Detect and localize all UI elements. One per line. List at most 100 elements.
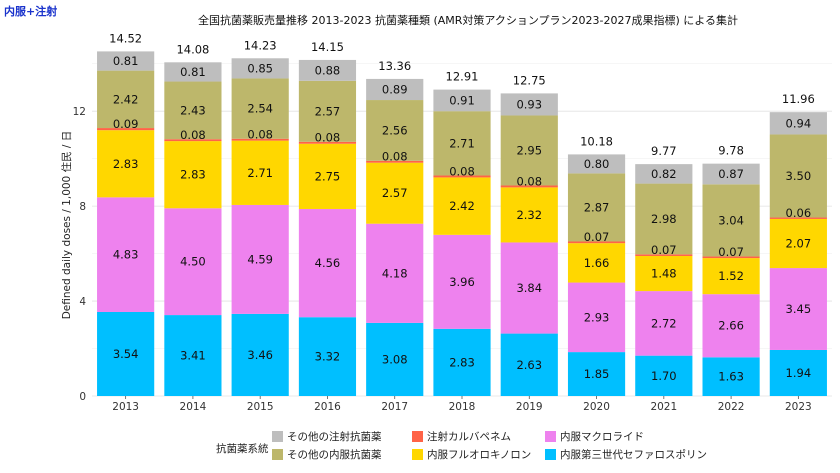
legend-label: その他の内服抗菌薬: [287, 448, 382, 461]
bar-segment: [769, 349, 827, 396]
segment-value-label: 0.85: [247, 61, 273, 75]
bar-segment: [769, 218, 827, 269]
bar-segment: [298, 80, 357, 142]
segment-value-label: 0.06: [786, 206, 812, 220]
bar-segment: [635, 255, 693, 292]
segment-value-label: 0.07: [651, 243, 677, 257]
bar-segment: [500, 187, 558, 243]
segment-value-label: 0.93: [516, 97, 542, 111]
x-tick-label: 2016: [314, 401, 341, 413]
legend-label: 内服マクロライド: [560, 430, 644, 443]
x-tick-label: 2022: [718, 401, 745, 413]
bar-segment: [231, 204, 289, 314]
total-value-label: 9.77: [651, 144, 677, 158]
bar-segment: [433, 177, 491, 235]
segment-value-label: 0.80: [584, 157, 610, 171]
segment-value-label: 2.71: [449, 136, 475, 150]
bar-segment: [567, 282, 626, 353]
segment-value-label: 0.08: [516, 174, 542, 188]
bar-segment: [366, 78, 424, 101]
legend-label: 注射カルバペネム: [427, 430, 511, 443]
corner-label: 内服+注射: [4, 5, 58, 18]
y-tick-label: 12: [73, 106, 86, 118]
bar-segment: [635, 254, 693, 256]
y-tick-label: 0: [79, 391, 86, 403]
x-tick-label: 2014: [180, 401, 207, 413]
segment-value-label: 0.08: [247, 128, 273, 142]
segment-value-label: 2.98: [651, 212, 677, 226]
bar-segment: [231, 138, 289, 141]
bar-segment: [298, 317, 357, 396]
bar-segment: [164, 139, 222, 142]
bars: 3.54 4.83 2.83 0.09 2.42 0.81 14.52 3.41 4.50 2.8…: [97, 31, 827, 396]
bar-segment: [567, 243, 626, 283]
segment-value-label: 2.72: [651, 316, 677, 330]
x-tick-label: 2023: [785, 401, 812, 413]
bar-segment: [702, 256, 760, 259]
segment-value-label: 2.83: [449, 355, 475, 369]
bar-segment: [769, 112, 827, 135]
bar-segment: [231, 313, 289, 396]
total-value-label: 11.96: [782, 92, 815, 106]
bar-segment: [500, 333, 558, 396]
segment-value-label: 1.48: [651, 267, 677, 281]
segment-value-label: 4.56: [315, 256, 341, 270]
chart-title: 全国抗菌薬販売量推移 2013-2023 抗菌薬種類 (AMR対策アクションプラ…: [198, 13, 738, 27]
x-tick-label: 2019: [516, 401, 543, 413]
bar-segment: [769, 217, 827, 219]
segment-value-label: 1.94: [786, 366, 812, 380]
bar-segment: [433, 175, 491, 178]
segment-value-label: 0.94: [786, 116, 812, 130]
x-tick-label: 2020: [583, 401, 610, 413]
bar-segment: [433, 234, 491, 329]
segment-value-label: 2.83: [113, 157, 139, 171]
bar-segment: [500, 115, 558, 186]
segment-value-label: 2.95: [516, 143, 542, 157]
total-value-label: 12.91: [446, 70, 479, 84]
segment-value-label: 1.52: [718, 269, 744, 283]
segment-value-label: 1.63: [718, 370, 744, 384]
bar-segment: [500, 93, 558, 116]
bar-segment: [97, 128, 155, 131]
y-tick-label: 8: [79, 201, 86, 213]
bar-segment: [97, 197, 155, 312]
bar-segment: [567, 154, 626, 174]
x-tick-label: 2013: [112, 401, 139, 413]
bar-segment: [164, 81, 222, 140]
bar-segment: [97, 70, 155, 129]
bar-segment: [433, 89, 491, 112]
segment-value-label: 3.50: [786, 169, 812, 183]
segment-value-label: 2.57: [315, 104, 341, 118]
bar-segment: [567, 173, 626, 242]
segment-value-label: 0.08: [315, 131, 341, 145]
segment-value-label: 0.81: [180, 65, 206, 79]
legend-item: その他の注射抗菌薬: [272, 430, 382, 443]
segment-value-label: 4.50: [180, 255, 206, 269]
legend-label: その他の注射抗菌薬: [287, 430, 382, 443]
segment-value-label: 4.59: [247, 252, 273, 266]
legend-swatch: [412, 449, 423, 460]
bar-segment: [433, 111, 491, 176]
legend-item: その他の内服抗菌薬: [272, 448, 382, 461]
segment-value-label: 2.07: [786, 237, 812, 251]
segment-value-label: 0.09: [113, 117, 139, 131]
segment-value-label: 4.83: [113, 248, 139, 262]
segment-value-label: 3.84: [516, 281, 542, 295]
bar-segment: [366, 100, 424, 161]
legend-item: 内服第三世代セファロスポリン: [545, 448, 707, 461]
segment-value-label: 2.66: [718, 319, 744, 333]
y-axis-label: Defined daily doses / 1,000 住民 / 日: [60, 131, 73, 320]
segment-value-label: 0.91: [449, 93, 475, 107]
bar-segment: [635, 164, 693, 184]
segment-value-label: 0.89: [382, 82, 408, 96]
bar-segment: [500, 185, 558, 188]
bar-segment: [164, 141, 222, 209]
segment-value-label: 2.71: [247, 166, 273, 180]
segment-value-label: 2.42: [113, 92, 139, 106]
bar-segment: [298, 141, 357, 144]
segment-value-label: 3.54: [113, 347, 139, 361]
total-value-label: 9.78: [718, 144, 744, 158]
segment-value-label: 3.08: [382, 352, 408, 366]
y-tick-label: 4: [79, 296, 86, 308]
segment-value-label: 2.87: [584, 200, 610, 214]
